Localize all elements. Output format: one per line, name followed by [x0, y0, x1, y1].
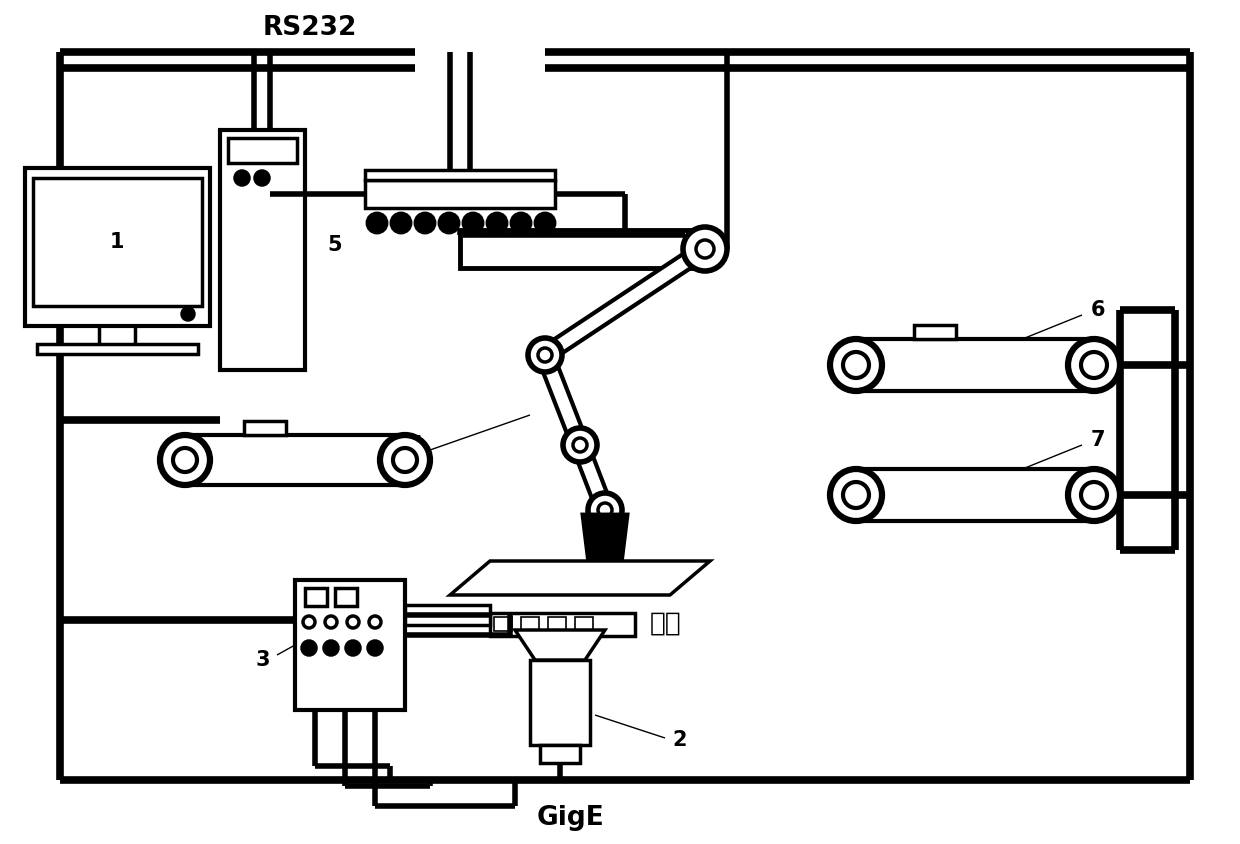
- Circle shape: [573, 438, 587, 452]
- Circle shape: [368, 641, 382, 655]
- Polygon shape: [538, 352, 588, 448]
- Bar: [365, 180, 556, 208]
- Text: 4: 4: [408, 435, 423, 455]
- Bar: [539, 745, 580, 763]
- Bar: [575, 617, 593, 631]
- Circle shape: [346, 641, 360, 655]
- Bar: [460, 230, 706, 268]
- Circle shape: [440, 214, 458, 232]
- Circle shape: [843, 352, 869, 378]
- Bar: [33, 178, 202, 306]
- Circle shape: [236, 171, 249, 185]
- Text: 3: 3: [255, 650, 270, 670]
- Polygon shape: [450, 561, 711, 595]
- Bar: [295, 580, 405, 710]
- Circle shape: [528, 338, 562, 372]
- Circle shape: [324, 641, 339, 655]
- Circle shape: [696, 240, 714, 258]
- Polygon shape: [573, 442, 613, 513]
- Bar: [305, 588, 327, 606]
- Text: RS232: RS232: [263, 15, 357, 41]
- Circle shape: [843, 482, 869, 508]
- Circle shape: [683, 227, 727, 271]
- Circle shape: [1081, 352, 1107, 378]
- Circle shape: [347, 616, 360, 628]
- Bar: [548, 617, 565, 631]
- Circle shape: [830, 469, 882, 521]
- Text: 5: 5: [327, 235, 342, 255]
- Text: 1: 1: [110, 232, 124, 252]
- Bar: [529, 660, 590, 745]
- Circle shape: [325, 616, 337, 628]
- Circle shape: [174, 448, 197, 472]
- Polygon shape: [583, 515, 627, 580]
- Circle shape: [464, 214, 482, 232]
- Text: 8: 8: [657, 570, 672, 590]
- Circle shape: [303, 641, 316, 655]
- Circle shape: [1068, 339, 1120, 391]
- Circle shape: [536, 214, 554, 232]
- Circle shape: [830, 339, 882, 391]
- Text: GigE: GigE: [536, 805, 604, 831]
- Bar: [244, 421, 286, 435]
- Circle shape: [512, 214, 529, 232]
- Bar: [37, 344, 198, 354]
- Bar: [228, 138, 298, 163]
- Bar: [219, 130, 305, 370]
- Circle shape: [588, 493, 622, 527]
- Circle shape: [563, 428, 596, 462]
- Polygon shape: [515, 630, 605, 660]
- Circle shape: [489, 214, 506, 232]
- Bar: [405, 605, 490, 625]
- Circle shape: [1081, 482, 1107, 508]
- Bar: [25, 168, 210, 326]
- Circle shape: [303, 616, 315, 628]
- Circle shape: [538, 348, 552, 362]
- Bar: [490, 613, 635, 636]
- Bar: [365, 170, 556, 180]
- Bar: [521, 617, 539, 631]
- Circle shape: [1068, 469, 1120, 521]
- Bar: [335, 588, 357, 606]
- Circle shape: [182, 308, 193, 320]
- Circle shape: [393, 448, 417, 472]
- Circle shape: [598, 503, 613, 517]
- Bar: [494, 617, 512, 631]
- Circle shape: [415, 214, 434, 232]
- Circle shape: [160, 435, 210, 485]
- Polygon shape: [541, 242, 709, 362]
- Circle shape: [392, 214, 410, 232]
- Circle shape: [370, 616, 381, 628]
- Text: 6: 6: [1091, 300, 1105, 320]
- Bar: [914, 325, 956, 339]
- Circle shape: [379, 435, 430, 485]
- Text: 2: 2: [673, 730, 687, 750]
- Circle shape: [368, 214, 386, 232]
- Text: 光源: 光源: [650, 611, 682, 637]
- Text: 7: 7: [1091, 430, 1105, 450]
- Circle shape: [255, 171, 269, 185]
